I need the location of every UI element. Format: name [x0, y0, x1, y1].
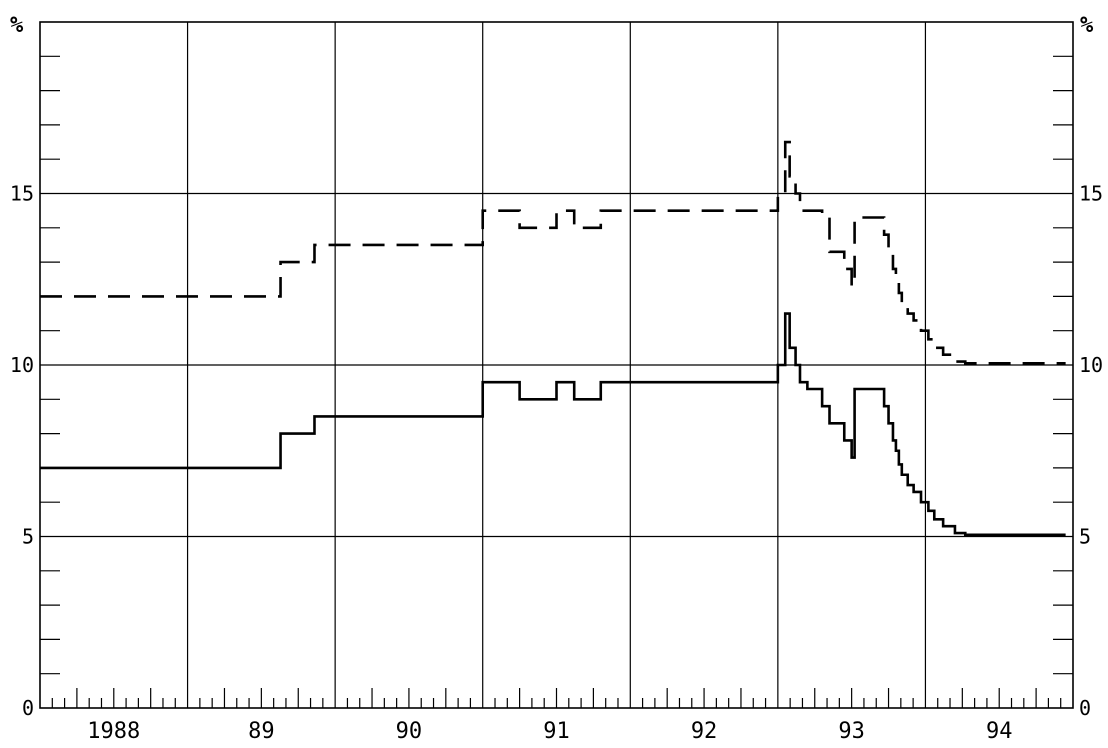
y-tick-label-right: 10 — [1079, 353, 1103, 377]
y-tick-label-left: 5 — [22, 525, 34, 549]
x-tick-label: 94 — [986, 719, 1013, 744]
data-series — [40, 140, 1066, 537]
x-tick-label: 91 — [543, 719, 570, 744]
y-tick-label-right: 5 — [1079, 525, 1091, 549]
axis-labels: % % 0 0 5 5 10 10 15 15 1988 89 90 91 92 93 94 — [10, 13, 1103, 744]
gridlines — [40, 22, 1073, 708]
y-tick-label-right: 0 — [1079, 696, 1091, 720]
y-unit-left: % — [10, 13, 24, 38]
series-dashed-line — [40, 140, 1066, 365]
x-tick-label: 90 — [396, 719, 423, 744]
axis-ticks — [40, 55, 1073, 708]
x-tick-label: 89 — [248, 719, 275, 744]
series-solid-line — [40, 312, 1066, 537]
x-tick-label: 93 — [838, 719, 865, 744]
y-tick-label-left: 10 — [10, 353, 34, 377]
y-tick-label-right: 15 — [1079, 182, 1103, 206]
y-unit-right: % — [1080, 13, 1094, 38]
y-tick-label-left: 0 — [22, 696, 34, 720]
x-tick-label: 1988 — [87, 719, 140, 744]
y-tick-label-left: 15 — [10, 182, 34, 206]
plot-frame — [39, 21, 1074, 709]
x-tick-label: 92 — [691, 719, 718, 744]
